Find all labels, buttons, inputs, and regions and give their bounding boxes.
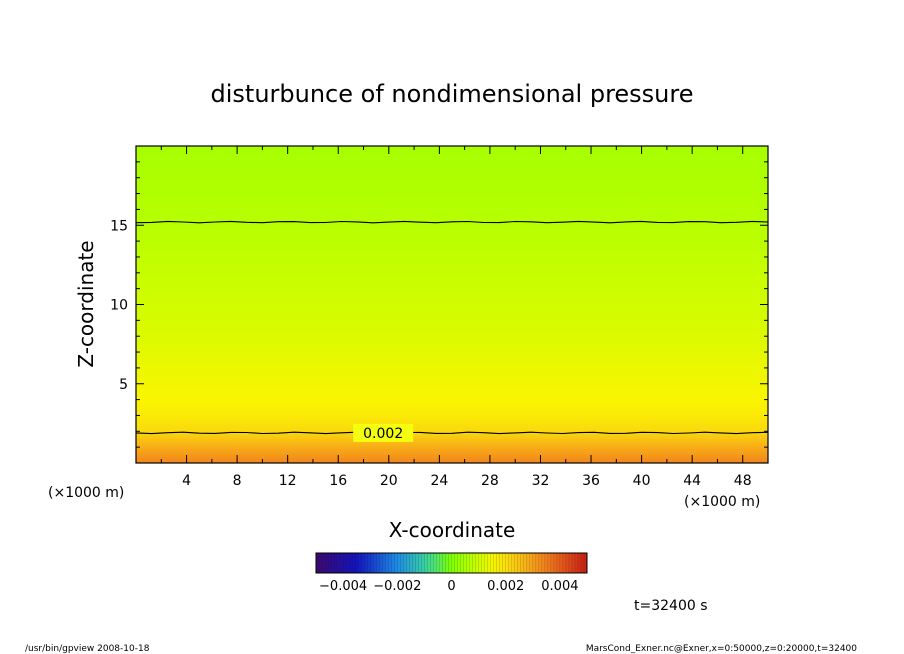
colorbar-tick-label: −0.004 — [319, 579, 367, 594]
y-tick-label: 15 — [110, 218, 128, 234]
colorbar-stripes — [318, 553, 585, 573]
x-tick-label: 16 — [329, 473, 347, 489]
x-axis-label: X-coordinate — [389, 518, 516, 542]
footer-left: /usr/bin/gpview 2008-10-18 — [25, 644, 150, 654]
y-tick-label: 5 — [119, 377, 128, 393]
x-tick-label: 12 — [279, 473, 297, 489]
footer-right: MarsCond_Exner.nc@Exner,x=0:50000,z=0:20… — [586, 644, 857, 654]
plot-area: 0.002 — [135, 145, 769, 464]
y-axis-label: Z-coordinate — [74, 240, 98, 367]
colorbar-tick-label: 0.002 — [487, 579, 524, 594]
colorbar-labels: −0.004 −0.002 0 0.002 0.004 — [319, 579, 578, 594]
x-tick-label: 24 — [430, 473, 448, 489]
x-tick-label: 8 — [233, 473, 242, 489]
time-label: t=32400 s — [634, 598, 708, 614]
chart-title: disturbunce of nondimensional pressure — [211, 80, 694, 108]
x-tick-label: 44 — [683, 473, 701, 489]
contour-label-bg — [353, 423, 414, 442]
x-tick-label: 20 — [380, 473, 398, 489]
x-tick-label: 32 — [532, 473, 550, 489]
contour-layer: 0.002 — [136, 220, 768, 442]
colorbar: −0.004 −0.002 0 0.002 0.004 — [315, 552, 588, 594]
x-unit-left: (×1000 m) — [48, 485, 124, 501]
colorbar-tick-label: −0.002 — [373, 579, 421, 594]
colorbar-frame — [315, 552, 588, 574]
x-tick-label: 48 — [734, 473, 752, 489]
x-tick-label: 4 — [182, 473, 191, 489]
y-tick-labels: 5 10 15 — [110, 218, 128, 393]
x-tick-labels: 4 8 12 16 20 24 28 32 36 40 44 48 — [182, 473, 752, 489]
contour-label: 0.002 — [363, 426, 403, 442]
tick-marks — [136, 146, 768, 463]
x-tick-label: 40 — [633, 473, 651, 489]
colorbar-tick-label: 0.004 — [541, 579, 578, 594]
x-tick-label: 36 — [582, 473, 600, 489]
colorbar-tick-label: 0 — [447, 579, 455, 594]
pressure-field — [136, 146, 768, 463]
y-tick-label: 10 — [110, 298, 128, 314]
colorbar-fill — [316, 553, 587, 573]
contour-line — [136, 220, 768, 224]
x-unit-right: (×1000 m) — [684, 494, 760, 510]
x-tick-label: 28 — [481, 473, 499, 489]
contour-line — [136, 431, 768, 435]
